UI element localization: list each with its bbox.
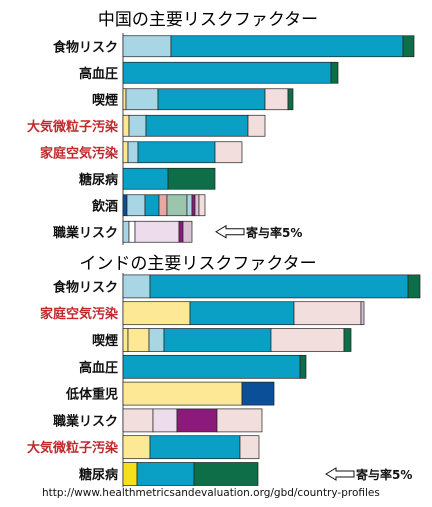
bar-segment	[287, 88, 294, 111]
bar-segment	[122, 35, 172, 58]
chart-panel-1: 中国の主要リスクファクター食物リスク高血圧喫煙大気微粒子汚染家庭空気汚染糖尿病飲…	[27, 10, 415, 245]
bar-segment	[194, 194, 200, 217]
category-label: 高血圧	[79, 360, 118, 376]
bar-segment	[122, 61, 332, 84]
bar-segment	[198, 194, 206, 217]
chart-panel-2: インドの主要リスクファクター食物リスク家庭空気汚染喫煙高血圧低体重児職業リスク大…	[27, 254, 421, 488]
category-label: 家庭空気汚染	[40, 145, 119, 161]
bar-segment	[407, 274, 421, 299]
bar-segment	[122, 408, 154, 433]
bar-segment	[137, 141, 216, 164]
category-label: 喫煙	[92, 333, 118, 349]
bar-segment	[134, 220, 180, 243]
bar-segment	[149, 274, 409, 299]
annotation-arrow-icon	[215, 224, 245, 239]
bar-segment	[216, 408, 263, 433]
bar-segment	[128, 114, 147, 137]
bar-segment	[402, 35, 415, 58]
source-url: http://www.healthmetricsandevaluation.or…	[42, 487, 380, 499]
category-label: 職業リスク	[53, 225, 118, 241]
bar-segment	[167, 167, 216, 190]
bar-segment	[176, 408, 218, 433]
category-label: 低体重児	[65, 387, 118, 403]
category-label: 食物リスク	[53, 39, 118, 55]
bar-segment	[136, 462, 195, 486]
bar-segment	[122, 381, 243, 406]
bar-segment	[144, 194, 160, 217]
bar-segment	[247, 114, 266, 137]
bar-segment	[241, 381, 275, 406]
bar-segment	[122, 354, 301, 379]
annotation-arrow-icon	[325, 467, 355, 481]
bar-segment	[127, 141, 139, 164]
bar-segment	[122, 88, 127, 111]
bar-segment	[126, 194, 146, 217]
bar-segment	[166, 194, 188, 217]
category-label: 高血圧	[79, 66, 118, 82]
bar-segment	[157, 88, 266, 111]
bar-segment	[330, 61, 339, 84]
bar-segment	[293, 301, 362, 326]
bar-segment	[148, 328, 165, 352]
bar-segment	[182, 220, 193, 243]
bar-segment	[122, 435, 151, 460]
bar-segment	[122, 462, 138, 486]
bar-segment	[360, 301, 365, 326]
bar-segment	[270, 328, 345, 352]
bar-segment	[189, 301, 295, 326]
bar-segment	[149, 435, 241, 460]
bar-segment	[343, 328, 352, 352]
bar-segment	[191, 194, 196, 217]
bar-segment	[186, 194, 193, 217]
bar-segment	[125, 88, 159, 111]
annotation-label: 寄与率5%	[246, 225, 302, 240]
category-label: 糖尿病	[79, 467, 118, 483]
category-label: 食物リスク	[53, 279, 118, 295]
bar-segment	[152, 408, 178, 433]
bar-segment	[122, 301, 191, 326]
chart-title: インドの主要リスクファクター	[79, 254, 316, 274]
bar-segment	[239, 435, 260, 460]
bar-segment	[264, 88, 289, 111]
bar-segment	[122, 114, 130, 137]
bar-segment	[122, 194, 128, 217]
bar-segment	[122, 141, 129, 164]
bar-segment	[214, 141, 243, 164]
bar-segment	[193, 462, 259, 486]
chart-title: 中国の主要リスクファクター	[98, 10, 318, 30]
annotation-label: 寄与率5%	[356, 467, 412, 482]
category-label: 大気微粒子汚染	[27, 440, 119, 456]
bar-segment	[299, 354, 307, 379]
bar-segment	[122, 220, 130, 243]
bar-segment	[158, 194, 168, 217]
bar-segment	[127, 328, 150, 352]
bar-segment	[122, 328, 129, 352]
category-label: 家庭空気汚染	[40, 306, 119, 322]
category-label: 職業リスク	[53, 413, 118, 429]
bar-segment	[145, 114, 249, 137]
bar-segment	[128, 220, 136, 243]
bar-segment	[170, 35, 404, 58]
category-label: 大気微粒子汚染	[27, 119, 119, 135]
category-label: 糖尿病	[79, 172, 118, 188]
bar-segment	[163, 328, 272, 352]
category-label: 飲酒	[91, 198, 118, 214]
bar-segment	[122, 274, 151, 299]
bar-segment	[122, 167, 169, 190]
bar-segment	[178, 220, 184, 243]
category-label: 喫煙	[92, 92, 118, 108]
